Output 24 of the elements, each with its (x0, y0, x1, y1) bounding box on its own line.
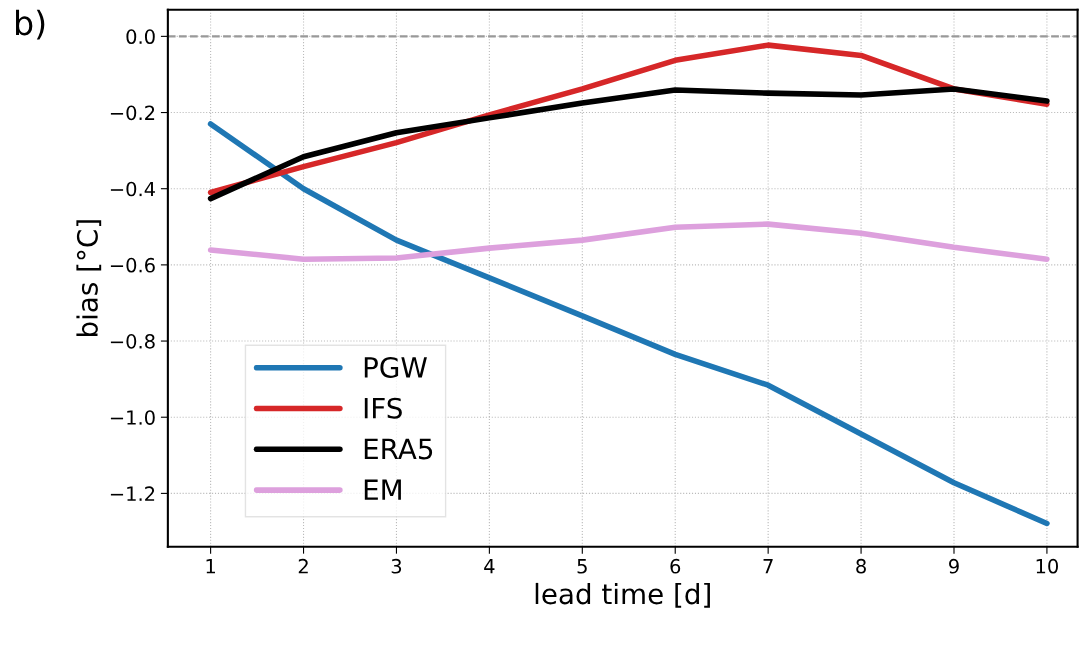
y-tick-label: −0.8 (110, 334, 155, 349)
y-tick-label: −0.6 (110, 257, 155, 273)
x-tick-label: 6 (670, 558, 681, 574)
y-tick-label: −1.2 (110, 486, 155, 501)
x-tick-label: 10 (1036, 558, 1058, 574)
legend-label: ERA5 (364, 438, 433, 460)
legend-label: PGW (364, 356, 427, 378)
x-tick-label: 3 (391, 558, 402, 574)
y-tick-label: −0.4 (110, 181, 155, 197)
x-tick-label: 5 (577, 559, 587, 574)
y-tick-label: −1.0 (110, 410, 155, 425)
x-tick-label: 1 (206, 559, 215, 574)
y-axis-title: bias [°C] (76, 220, 102, 337)
x-tick-label: 4 (484, 559, 495, 574)
x-tick-label: 7 (763, 559, 773, 574)
text: b) (16, 9, 45, 40)
y-tick-label: 0.0 (126, 29, 155, 45)
x-tick-label: 9 (949, 558, 959, 574)
x-axis-title: lead time [d] (535, 582, 710, 608)
legend-label: EM (364, 479, 401, 500)
y-tick-label: −0.2 (110, 105, 155, 121)
legend-label: IFS (364, 397, 402, 419)
x-tick-label: 8 (856, 558, 866, 574)
x-tick-label: 2 (298, 558, 308, 574)
